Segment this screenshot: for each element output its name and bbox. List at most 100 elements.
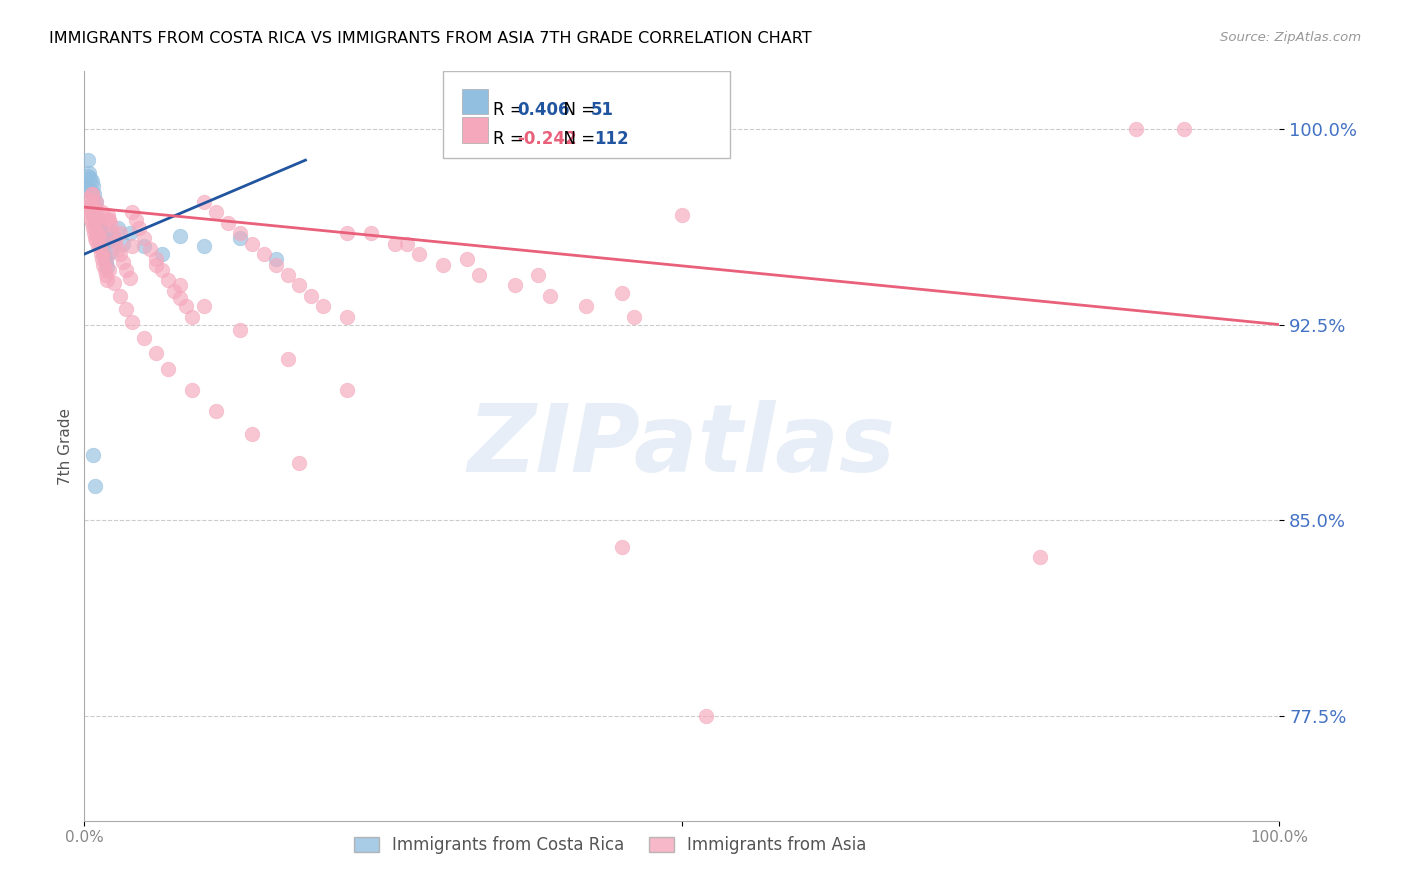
Point — [240, 427, 263, 442]
FancyBboxPatch shape — [463, 88, 488, 114]
Point — [80, 216, 103, 230]
Point — [150, 247, 173, 261]
Point — [83, 200, 105, 214]
Point — [86, 234, 108, 248]
Point — [96, 260, 118, 275]
Point — [79, 171, 101, 186]
Point — [80, 197, 103, 211]
Point — [612, 286, 634, 301]
Point — [89, 239, 111, 253]
Point — [93, 234, 115, 248]
Point — [86, 239, 108, 253]
Point — [93, 244, 115, 259]
Point — [84, 208, 107, 222]
Point — [527, 268, 550, 282]
Point — [121, 239, 143, 253]
Point — [97, 226, 120, 240]
Point — [83, 197, 105, 211]
Point — [217, 216, 239, 230]
Point — [277, 351, 299, 366]
Text: N =: N = — [553, 130, 600, 148]
Point — [193, 194, 215, 209]
Point — [193, 239, 215, 253]
Point — [77, 166, 100, 180]
Point — [110, 289, 132, 303]
Text: Source: ZipAtlas.com: Source: ZipAtlas.com — [1220, 31, 1361, 45]
Point — [103, 276, 125, 290]
Point — [83, 187, 105, 202]
Point — [336, 310, 359, 324]
Point — [86, 216, 108, 230]
Point — [336, 383, 359, 397]
Point — [84, 479, 107, 493]
Point — [86, 213, 108, 227]
Point — [86, 208, 108, 222]
Point — [432, 258, 454, 272]
Point — [82, 179, 104, 194]
Legend: Immigrants from Costa Rica, Immigrants from Asia: Immigrants from Costa Rica, Immigrants f… — [347, 830, 873, 861]
Point — [240, 236, 263, 251]
Point — [84, 219, 107, 233]
Point — [94, 268, 117, 282]
Point — [82, 194, 104, 209]
Point — [91, 239, 114, 253]
FancyBboxPatch shape — [463, 117, 488, 143]
Point — [77, 200, 100, 214]
Point — [87, 226, 110, 240]
Point — [193, 299, 215, 313]
Point — [82, 208, 104, 222]
Point — [396, 236, 419, 251]
Text: R =: R = — [494, 130, 529, 148]
Point — [107, 242, 129, 256]
Point — [77, 153, 100, 168]
Point — [288, 278, 311, 293]
Point — [503, 278, 526, 293]
Point — [671, 208, 693, 222]
Point — [288, 456, 311, 470]
Point — [104, 234, 127, 248]
Text: IMMIGRANTS FROM COSTA RICA VS IMMIGRANTS FROM ASIA 7TH GRADE CORRELATION CHART: IMMIGRANTS FROM COSTA RICA VS IMMIGRANTS… — [49, 31, 811, 46]
Point — [100, 244, 122, 259]
Point — [80, 187, 103, 202]
Point — [115, 262, 138, 277]
Point — [86, 224, 108, 238]
Point — [115, 301, 138, 316]
Point — [181, 383, 204, 397]
Point — [169, 278, 191, 293]
Point — [76, 192, 98, 206]
Point — [157, 273, 180, 287]
Point — [229, 226, 252, 240]
Point — [103, 231, 125, 245]
Point — [82, 448, 104, 462]
Text: 112: 112 — [595, 130, 630, 148]
Point — [87, 231, 110, 245]
Text: ZIPatlas: ZIPatlas — [468, 400, 896, 492]
Point — [86, 224, 108, 238]
Point — [86, 219, 108, 233]
Point — [253, 247, 276, 261]
Point — [80, 174, 103, 188]
Point — [575, 299, 598, 313]
Point — [96, 273, 118, 287]
Point — [90, 247, 112, 261]
Point — [229, 323, 252, 337]
Point — [1173, 121, 1195, 136]
Point — [312, 299, 335, 313]
Point — [90, 226, 112, 240]
Point — [264, 258, 287, 272]
Point — [94, 255, 117, 269]
Point — [111, 255, 134, 269]
Point — [132, 331, 156, 345]
Point — [132, 231, 156, 245]
Point — [83, 208, 105, 222]
Point — [139, 242, 162, 256]
Text: R =: R = — [494, 102, 529, 120]
Point — [205, 403, 228, 417]
Point — [80, 202, 103, 217]
Point — [110, 247, 132, 261]
Point — [145, 258, 167, 272]
Point — [83, 213, 105, 227]
Point — [1125, 121, 1147, 136]
Point — [301, 289, 323, 303]
Point — [612, 540, 634, 554]
